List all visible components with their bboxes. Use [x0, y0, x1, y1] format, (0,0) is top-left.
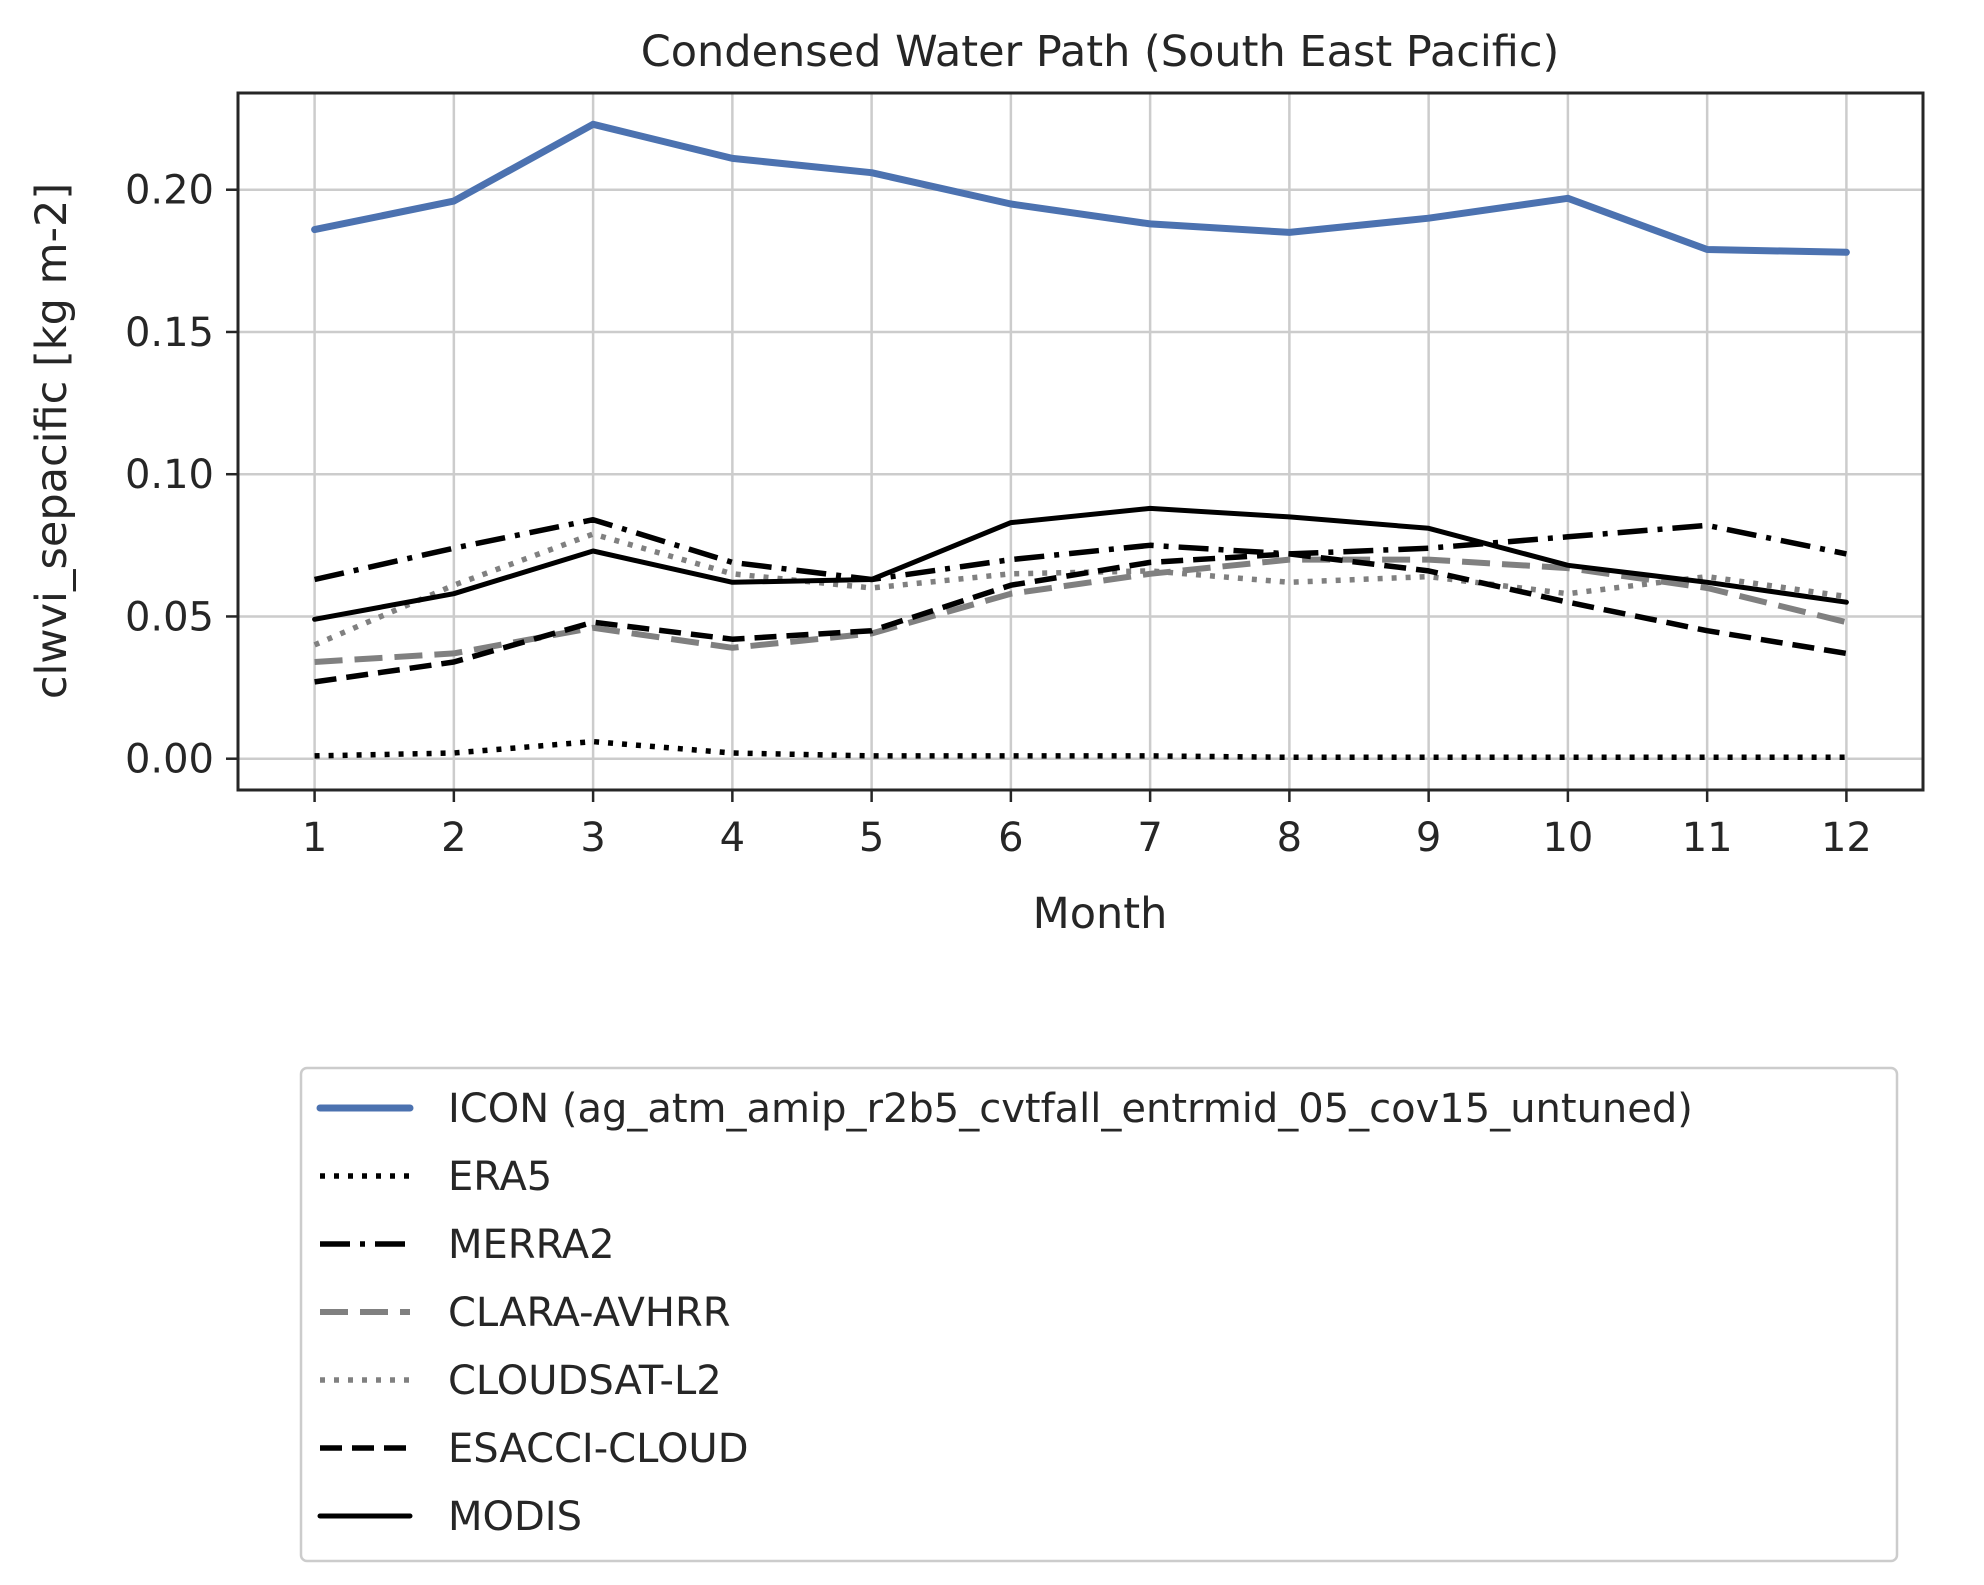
series-line-era5 — [314, 738, 1847, 761]
x-tick-label: 2 — [441, 815, 466, 861]
y-axis-title: clwvi_sepacific [kg m-2] — [27, 183, 77, 699]
x-tick-label: 9 — [1416, 815, 1441, 861]
series-line-merra2 — [313, 516, 1847, 583]
legend-label: CLOUDSAT-L2 — [448, 1358, 722, 1404]
legend-label: ERA5 — [448, 1154, 552, 1200]
legend-label: ESACCI-CLOUD — [448, 1426, 749, 1472]
y-tick-label: 0.15 — [125, 310, 214, 356]
x-tick-label: 7 — [1137, 815, 1162, 861]
plot-frame — [236, 91, 1925, 792]
x-tick-label: 5 — [859, 815, 884, 861]
y-tick-label: 0.10 — [125, 452, 214, 498]
y-tick-label: 0.00 — [125, 737, 214, 783]
legend: ICON (ag_atm_amip_r2b5_cvtfall_entrmid_0… — [299, 1066, 1899, 1563]
x-axis-title: Month — [1033, 889, 1168, 939]
series-line-esacci-cloud — [314, 551, 1847, 685]
legend-label: CLARA-AVHRR — [448, 1290, 731, 1336]
y-tick-label: 0.05 — [125, 594, 214, 640]
series-line-cloudsat-l2 — [313, 531, 1847, 648]
x-tick-label: 11 — [1682, 815, 1733, 861]
chart-title: Condensed Water Path (South East Pacific… — [641, 27, 1560, 77]
series-line-clara-avhrr — [314, 556, 1848, 665]
x-tick-label: 8 — [1277, 815, 1302, 861]
x-tick-label: 1 — [302, 815, 327, 861]
legend-label: ICON (ag_atm_amip_r2b5_cvtfall_entrmid_0… — [448, 1086, 1693, 1132]
y-tick-label: 0.20 — [125, 168, 214, 214]
grid — [238, 93, 1923, 790]
series-lines — [311, 120, 1850, 761]
x-tick-label: 3 — [580, 815, 605, 861]
legend-frame — [299, 1066, 1899, 1563]
legend-label: MERRA2 — [448, 1222, 615, 1268]
legend-items: ICON (ag_atm_amip_r2b5_cvtfall_entrmid_0… — [316, 1086, 1693, 1540]
x-tick-label: 10 — [1542, 815, 1593, 861]
legend-label: MODIS — [448, 1494, 582, 1540]
ticks: 1 2 3 4 5 6 7 8 9 10 11 120.000.050.100.150.20 — [125, 168, 1872, 861]
series-line-icon-ag-atm-amip-r2b5-cvtfall-entrmid-05 — [311, 120, 1850, 256]
x-tick-label: 12 — [1821, 815, 1872, 861]
x-tick-label: 6 — [998, 815, 1023, 861]
series-line-modis — [312, 505, 1849, 622]
x-tick-label: 4 — [720, 815, 745, 861]
